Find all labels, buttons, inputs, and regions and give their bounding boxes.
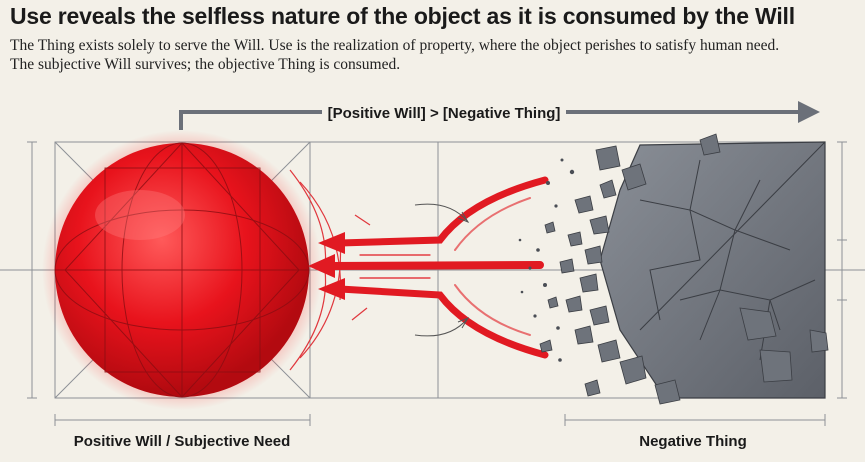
subtitle-line-2: The subjective Will survives; the object… <box>10 56 401 73</box>
consumption-arrows <box>308 176 549 359</box>
thing-label: Negative Thing <box>639 433 747 450</box>
top-arrow-label: [Positive Will] > [Negative Thing] <box>328 105 561 122</box>
page-subtitle: The Thing exists solely to serve the Wil… <box>10 36 850 74</box>
flow-guides <box>414 203 470 337</box>
dust-particles <box>518 158 575 362</box>
subtitle-line-1: The Thing exists solely to serve the Wil… <box>10 37 780 54</box>
thing-debris <box>539 133 829 405</box>
will-label: Positive Will / Subjective Need <box>74 433 291 450</box>
page-title: Use reveals the selfless nature of the o… <box>10 3 795 29</box>
will-sphere <box>42 130 322 410</box>
top-process-arrow: [Positive Will] > [Negative Thing] <box>179 101 820 130</box>
